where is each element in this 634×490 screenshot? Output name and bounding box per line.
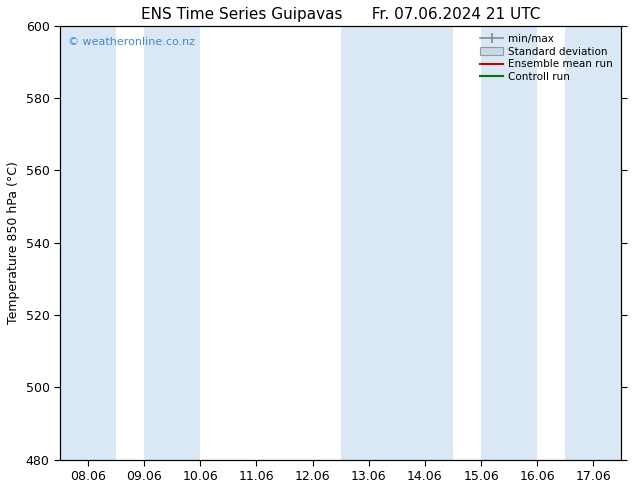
Legend: min/max, Standard deviation, Ensemble mean run, Controll run: min/max, Standard deviation, Ensemble me… [476, 30, 618, 86]
Y-axis label: Temperature 850 hPa (°C): Temperature 850 hPa (°C) [7, 161, 20, 324]
Title: ENS Time Series Guipavas      Fr. 07.06.2024 21 UTC: ENS Time Series Guipavas Fr. 07.06.2024 … [141, 7, 540, 22]
Bar [481, 26, 537, 460]
Bar [566, 26, 621, 460]
Bar [60, 26, 116, 460]
Bar [340, 26, 453, 460]
Bar [144, 26, 200, 460]
Text: © weatheronline.co.nz: © weatheronline.co.nz [68, 37, 195, 47]
